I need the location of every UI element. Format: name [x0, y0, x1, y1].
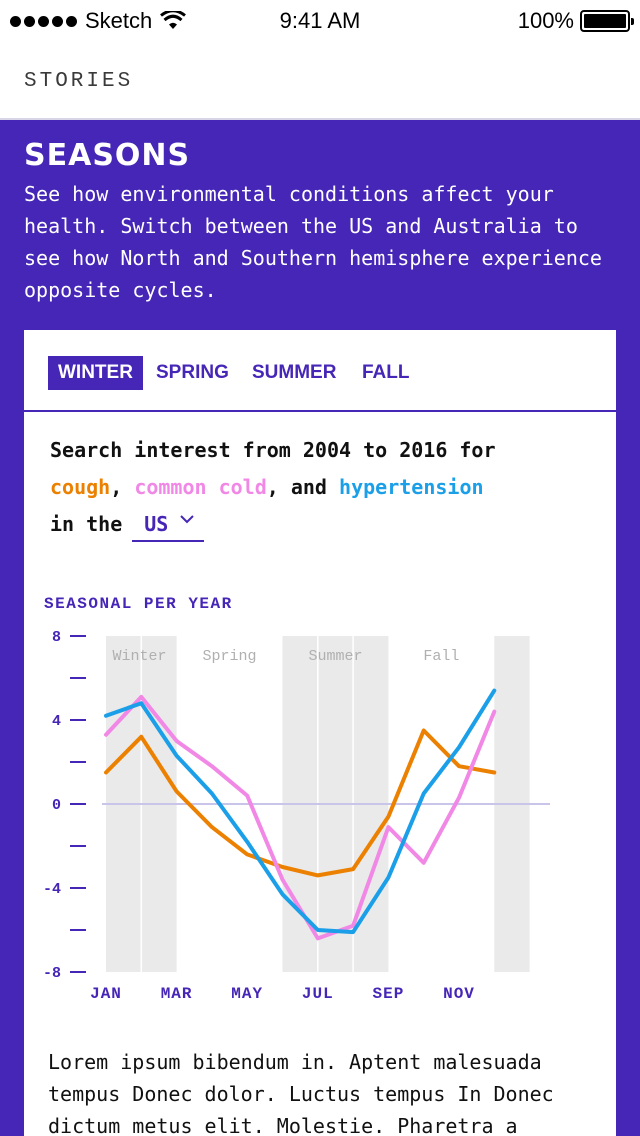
cell-signal-icon: [10, 15, 77, 27]
query-sep-2: , and: [266, 475, 327, 499]
term-common-cold: common cold: [134, 475, 267, 499]
section-title: SEASONS: [24, 138, 191, 173]
body-text: Lorem ipsum bibendum in. Aptent malesuad…: [48, 1050, 554, 1136]
wifi-icon: [160, 11, 187, 29]
chevron-down-icon: [180, 515, 195, 524]
query-prefix: Search interest from 2004 to 2016 for: [50, 438, 496, 462]
tab-spring[interactable]: SPRING: [156, 362, 229, 383]
tab-summer[interactable]: SUMMER: [252, 362, 337, 383]
status-bar: Sketch 9:41 AM 100%: [0, 0, 640, 42]
seasons-card: WINTER SPRING SUMMER FALL Search interes…: [24, 330, 616, 1136]
carrier-name: Sketch: [85, 8, 153, 33]
query-in-the: in the: [50, 512, 123, 536]
battery-fill: [584, 14, 626, 28]
query-sep-1: ,: [110, 475, 123, 499]
country-select-value: US: [144, 512, 169, 536]
status-right: 100%: [517, 8, 634, 34]
term-cough: cough: [50, 475, 111, 499]
battery-percent: 100%: [517, 8, 574, 33]
country-select[interactable]: US: [132, 508, 205, 542]
season-tabs: WINTER SPRING SUMMER FALL: [24, 330, 616, 412]
tab-fall[interactable]: FALL: [362, 362, 410, 383]
header-title[interactable]: STORIES: [24, 70, 134, 93]
status-left: Sketch: [10, 8, 187, 34]
app-header: STORIES: [0, 42, 640, 120]
tab-winter[interactable]: WINTER: [48, 356, 143, 390]
status-time: 9:41 AM: [279, 8, 361, 33]
term-hypertension: hypertension: [339, 475, 484, 499]
search-query-sentence: Search interest from 2004 to 2016 for co…: [50, 432, 590, 543]
battery-icon: [580, 10, 634, 32]
section-description: See how environmental conditions affect …: [24, 182, 602, 302]
